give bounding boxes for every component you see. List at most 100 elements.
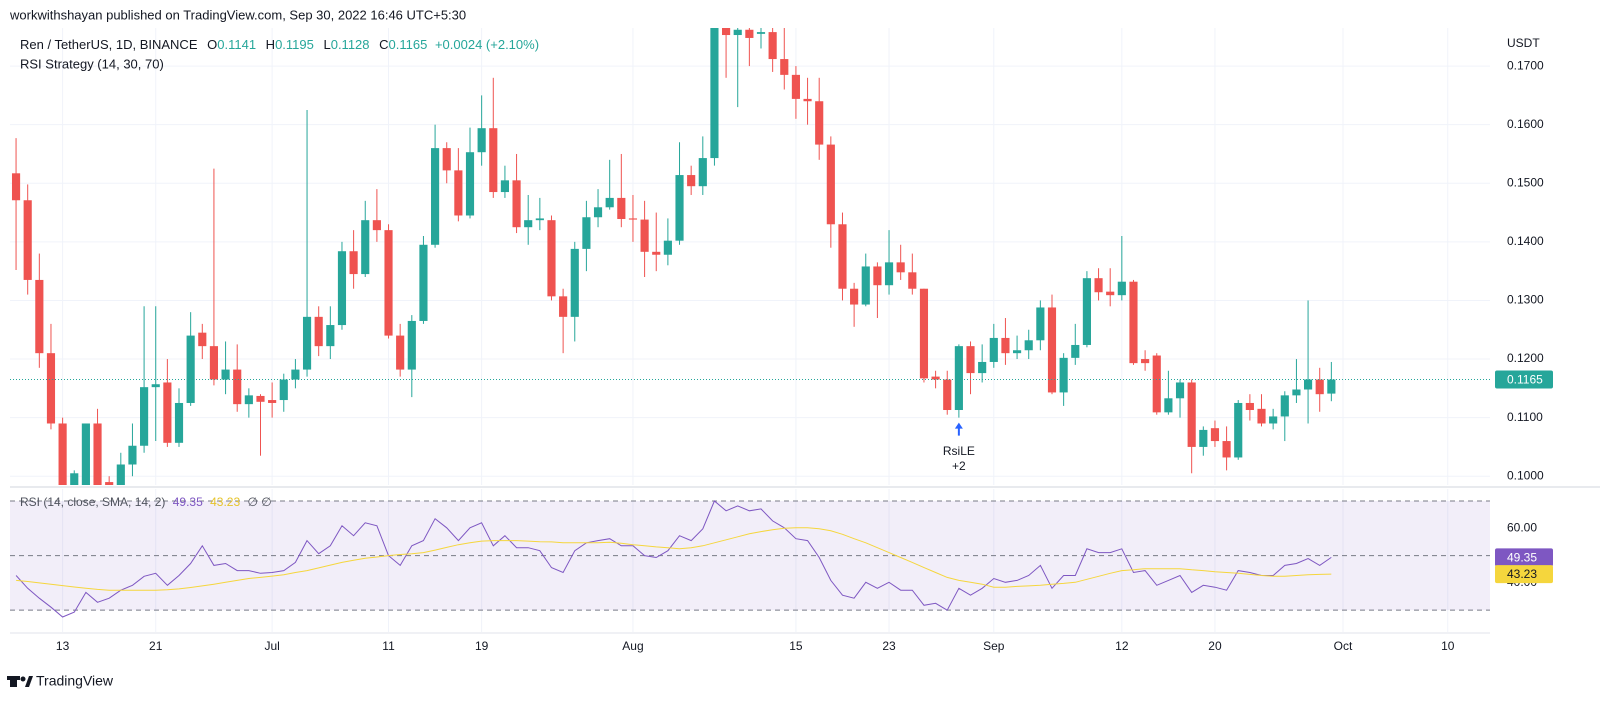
last-value-box	[1495, 565, 1553, 584]
candle-body	[1175, 382, 1185, 399]
candle-body	[279, 379, 288, 401]
candle-body	[675, 175, 684, 241]
candle-body	[268, 400, 277, 403]
candle-body	[652, 251, 661, 255]
candle-body	[815, 101, 824, 145]
unit: USDT	[1507, 36, 1540, 50]
candle-body	[384, 230, 393, 336]
y-tick-label: 0.1400	[1507, 234, 1544, 248]
candle-body	[1071, 344, 1080, 358]
candle-body	[593, 207, 603, 218]
y-tick-label: 0.1100	[1507, 410, 1543, 424]
candle-body	[431, 148, 440, 245]
candle-body	[1117, 281, 1126, 296]
candle-body	[535, 218, 544, 221]
candle-body	[302, 316, 312, 370]
candle-body	[1047, 307, 1057, 393]
candle-body	[349, 251, 358, 275]
symbol-legend: Ren / TetherUS, 1D, BINANCE O0.1141 H0.1…	[20, 37, 539, 52]
x-tick-label: 13	[56, 639, 70, 653]
candle-body	[396, 335, 405, 370]
candle-body	[23, 200, 32, 280]
candle-body	[803, 98, 812, 102]
y-tick-label: 0.1500	[1507, 175, 1544, 189]
candle-body	[989, 337, 998, 362]
candle-body	[1001, 337, 1010, 354]
candle-body	[198, 332, 207, 347]
x-tick-label: 21	[149, 639, 163, 653]
x-tick-label: 19	[475, 639, 489, 653]
candle-body	[617, 197, 626, 220]
candle-body	[1129, 281, 1138, 364]
candle-body	[256, 395, 265, 402]
candle-body	[70, 473, 79, 485]
c-letter: C	[379, 37, 388, 52]
publisher: workwithshayan published on TradingView.…	[9, 7, 466, 22]
signal-arrowhead	[954, 422, 963, 429]
candle-body	[221, 369, 230, 380]
logo-bar	[10, 676, 17, 687]
candle-body	[1234, 402, 1243, 458]
x-tick-label: 20	[1208, 639, 1222, 653]
logo-bar	[7, 676, 20, 680]
rsi-title: RSI (14, close, SMA, 14, 2)	[20, 495, 165, 509]
candle-body	[1036, 307, 1045, 341]
h-letter: H	[266, 37, 275, 52]
candle-body	[128, 445, 137, 465]
candle-body	[756, 32, 766, 34]
candle-body	[524, 220, 533, 228]
candle-body	[58, 423, 67, 485]
candle-body	[442, 148, 451, 171]
candle-body	[547, 220, 556, 297]
candle-body	[873, 266, 882, 286]
l-letter: L	[323, 37, 330, 52]
candle-body	[850, 288, 859, 305]
candle-body	[966, 346, 975, 374]
l-value: 0.1128	[331, 37, 370, 52]
last-value-label: 43.23	[1507, 567, 1537, 581]
candle-body	[291, 369, 300, 380]
y-tick-label: 0.1200	[1507, 351, 1544, 365]
candle-body	[1024, 340, 1033, 351]
price-pane: 0.1000 0.1100 0.1200 0.1300 0.1400 0.1500 0.16…	[10, 28, 1553, 485]
time-axis: 13 21 Jul 11 19 Aug 15 23 Sep 12 20 Oct 10	[56, 639, 1455, 653]
candle-body	[722, 28, 731, 36]
series-line	[16, 527, 1332, 591]
candle-body	[1187, 382, 1196, 447]
candle-body	[209, 346, 219, 380]
candle-body	[244, 395, 253, 405]
candle-body	[884, 262, 894, 286]
candle-body	[791, 74, 800, 99]
logo-slash	[25, 676, 33, 687]
candle-body	[1141, 359, 1150, 364]
symbol: Ren / TetherUS, 1D, BINANCE	[20, 37, 198, 52]
candle-body	[477, 128, 486, 153]
candle-body	[663, 240, 672, 255]
candle-body	[407, 320, 416, 370]
candle-body	[163, 382, 172, 443]
signal-label: RsiLE	[943, 444, 975, 458]
last-price-label: 0.1165	[1507, 373, 1543, 387]
y-tick-label: 0.1000	[1507, 468, 1544, 482]
candle-body	[93, 423, 102, 485]
candle-body	[174, 402, 184, 443]
candle-body	[233, 369, 242, 405]
candle-body	[116, 464, 125, 485]
candle-body	[105, 482, 114, 485]
candle-body	[838, 224, 847, 289]
candle-body	[582, 217, 591, 249]
candle-body	[11, 173, 21, 201]
x-tick-label: Sep	[983, 639, 1005, 653]
candle-body	[140, 387, 149, 446]
candle-body	[1199, 429, 1208, 447]
x-tick-label: Oct	[1334, 639, 1353, 653]
candle-body	[372, 220, 381, 231]
candle-body	[896, 262, 905, 273]
candle-body	[1292, 389, 1301, 396]
candles	[11, 28, 1336, 485]
grid	[62, 489, 1449, 632]
candle-body	[1315, 379, 1324, 395]
